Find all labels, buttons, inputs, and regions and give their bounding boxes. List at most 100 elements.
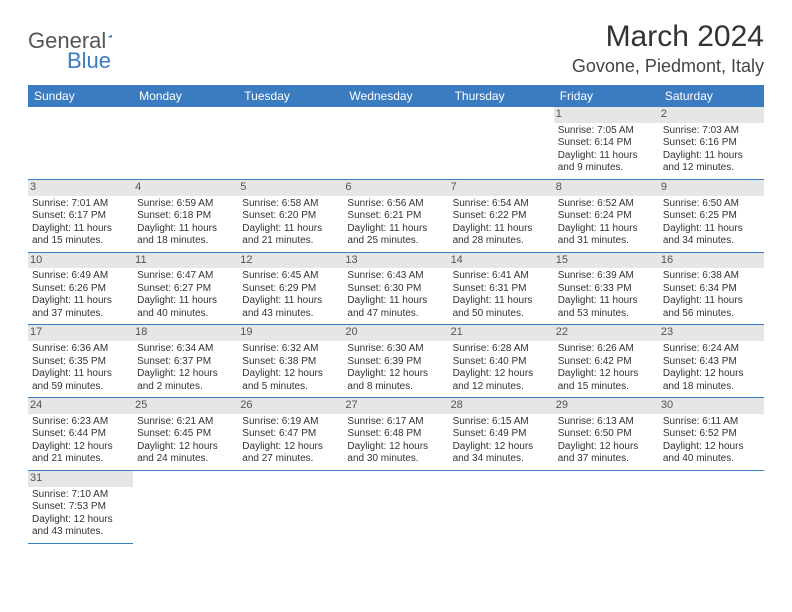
calendar-day-cell: 25 Sunrise: 6:21 AMSunset: 6:45 PMDayligh…: [133, 398, 238, 471]
calendar-week-row: 3 Sunrise: 7:01 AMSunset: 6:17 PMDaylight…: [28, 179, 764, 252]
calendar-day-cell: [449, 470, 554, 543]
day-number: 28: [449, 398, 554, 414]
weekday-header: Tuesday: [238, 85, 343, 107]
day-number: 23: [659, 325, 764, 341]
day-number: 10: [28, 253, 133, 269]
logo-word2: Blue: [67, 48, 111, 73]
day-number: 25: [133, 398, 238, 414]
calendar-day-cell: 31 Sunrise: 7:10 AMSunset: 7:53 PMDayligh…: [28, 470, 133, 543]
calendar-day-cell: 7 Sunrise: 6:54 AMSunset: 6:22 PMDaylight…: [449, 179, 554, 252]
day-number: 29: [554, 398, 659, 414]
calendar-day-cell: 8 Sunrise: 6:52 AMSunset: 6:24 PMDaylight…: [554, 179, 659, 252]
calendar-day-cell: [133, 470, 238, 543]
day-details: Sunrise: 6:45 AMSunset: 6:29 PMDaylight:…: [242, 270, 339, 320]
calendar-day-cell: [133, 107, 238, 179]
day-number: 14: [449, 253, 554, 269]
calendar-day-cell: 1Sunrise: 7:05 AMSunset: 6:14 PMDaylight…: [554, 107, 659, 179]
day-number: 17: [28, 325, 133, 341]
day-details: Sunrise: 7:05 AMSunset: 6:14 PMDaylight:…: [558, 125, 655, 175]
day-number: 18: [133, 325, 238, 341]
day-details: Sunrise: 7:01 AMSunset: 6:17 PMDaylight:…: [32, 198, 129, 248]
day-details: Sunrise: 6:28 AMSunset: 6:40 PMDaylight:…: [453, 343, 550, 393]
calendar-day-cell: 5 Sunrise: 6:58 AMSunset: 6:20 PMDaylight…: [238, 179, 343, 252]
day-number: 8: [554, 180, 659, 196]
calendar-day-cell: [343, 107, 448, 179]
calendar-day-cell: [238, 470, 343, 543]
calendar-day-cell: [343, 470, 448, 543]
day-number: 19: [238, 325, 343, 341]
calendar-week-row: 10Sunrise: 6:49 AMSunset: 6:26 PMDayligh…: [28, 252, 764, 325]
day-number: 3: [28, 180, 133, 196]
day-details: Sunrise: 6:41 AMSunset: 6:31 PMDaylight:…: [453, 270, 550, 320]
calendar-day-cell: 19Sunrise: 6:32 AMSunset: 6:38 PMDayligh…: [238, 325, 343, 398]
day-number: 2: [659, 107, 764, 123]
calendar-day-cell: [28, 107, 133, 179]
day-number: 15: [554, 253, 659, 269]
calendar-day-cell: 22 Sunrise: 6:26 AMSunset: 6:42 PMDayligh…: [554, 325, 659, 398]
day-number: 12: [238, 253, 343, 269]
day-number: 21: [449, 325, 554, 341]
calendar-week-row: 1Sunrise: 7:05 AMSunset: 6:14 PMDaylight…: [28, 107, 764, 179]
calendar-day-cell: 29 Sunrise: 6:13 AMSunset: 6:50 PMDayligh…: [554, 398, 659, 471]
weekday-header: Sunday: [28, 85, 133, 107]
calendar-day-cell: 12Sunrise: 6:45 AMSunset: 6:29 PMDayligh…: [238, 252, 343, 325]
day-details: Sunrise: 6:43 AMSunset: 6:30 PMDaylight:…: [347, 270, 444, 320]
calendar-day-cell: [659, 470, 764, 543]
calendar-day-cell: [554, 470, 659, 543]
day-details: Sunrise: 6:59 AMSunset: 6:18 PMDaylight:…: [137, 198, 234, 248]
day-details: Sunrise: 6:30 AMSunset: 6:39 PMDaylight:…: [347, 343, 444, 393]
day-number: 30: [659, 398, 764, 414]
title-block: March 2024 Govone, Piedmont, Italy: [572, 20, 764, 77]
day-number: 6: [343, 180, 448, 196]
calendar-day-cell: 15Sunrise: 6:39 AMSunset: 6:33 PMDayligh…: [554, 252, 659, 325]
weekday-header: Friday: [554, 85, 659, 107]
day-details: Sunrise: 6:38 AMSunset: 6:34 PMDaylight:…: [663, 270, 760, 320]
calendar-day-cell: 28Sunrise: 6:15 AMSunset: 6:49 PMDayligh…: [449, 398, 554, 471]
day-number: 20: [343, 325, 448, 341]
day-details: Sunrise: 6:24 AMSunset: 6:43 PMDaylight:…: [663, 343, 760, 393]
day-details: Sunrise: 6:47 AMSunset: 6:27 PMDaylight:…: [137, 270, 234, 320]
calendar-day-cell: 24 Sunrise: 6:23 AMSunset: 6:44 PMDayligh…: [28, 398, 133, 471]
day-details: Sunrise: 6:39 AMSunset: 6:33 PMDaylight:…: [558, 270, 655, 320]
calendar-day-cell: 9Sunrise: 6:50 AMSunset: 6:25 PMDaylight…: [659, 179, 764, 252]
day-number: 9: [659, 180, 764, 196]
day-details: Sunrise: 6:52 AMSunset: 6:24 PMDaylight:…: [558, 198, 655, 248]
calendar-body: 1Sunrise: 7:05 AMSunset: 6:14 PMDaylight…: [28, 107, 764, 543]
day-number: 31: [28, 471, 133, 487]
day-details: Sunrise: 6:23 AMSunset: 6:44 PMDaylight:…: [32, 416, 129, 466]
day-details: Sunrise: 6:54 AMSunset: 6:22 PMDaylight:…: [453, 198, 550, 248]
day-number: 4: [133, 180, 238, 196]
day-details: Sunrise: 6:58 AMSunset: 6:20 PMDaylight:…: [242, 198, 339, 248]
day-details: Sunrise: 6:26 AMSunset: 6:42 PMDaylight:…: [558, 343, 655, 393]
header: General March 2024 Govone, Piedmont, Ita…: [28, 20, 764, 77]
calendar-week-row: 31 Sunrise: 7:10 AMSunset: 7:53 PMDayligh…: [28, 470, 764, 543]
day-details: Sunrise: 6:21 AMSunset: 6:45 PMDaylight:…: [137, 416, 234, 466]
day-number: 13: [343, 253, 448, 269]
day-details: Sunrise: 6:11 AMSunset: 6:52 PMDaylight:…: [663, 416, 760, 466]
calendar-day-cell: [238, 107, 343, 179]
calendar-day-cell: 13Sunrise: 6:43 AMSunset: 6:30 PMDayligh…: [343, 252, 448, 325]
calendar-day-cell: 21 Sunrise: 6:28 AMSunset: 6:40 PMDayligh…: [449, 325, 554, 398]
day-number: 11: [133, 253, 238, 269]
location: Govone, Piedmont, Italy: [572, 56, 764, 77]
calendar-week-row: 17Sunrise: 6:36 AMSunset: 6:35 PMDayligh…: [28, 325, 764, 398]
calendar-week-row: 24 Sunrise: 6:23 AMSunset: 6:44 PMDayligh…: [28, 398, 764, 471]
day-number: 7: [449, 180, 554, 196]
day-number: 22: [554, 325, 659, 341]
calendar-day-cell: [449, 107, 554, 179]
calendar-day-cell: 26Sunrise: 6:19 AMSunset: 6:47 PMDayligh…: [238, 398, 343, 471]
day-number: 26: [238, 398, 343, 414]
flag-icon: [108, 29, 112, 43]
calendar-day-cell: 4 Sunrise: 6:59 AMSunset: 6:18 PMDaylight…: [133, 179, 238, 252]
calendar-day-cell: 6Sunrise: 6:56 AMSunset: 6:21 PMDaylight…: [343, 179, 448, 252]
day-details: Sunrise: 6:13 AMSunset: 6:50 PMDaylight:…: [558, 416, 655, 466]
calendar-day-cell: 17Sunrise: 6:36 AMSunset: 6:35 PMDayligh…: [28, 325, 133, 398]
day-details: Sunrise: 6:17 AMSunset: 6:48 PMDaylight:…: [347, 416, 444, 466]
day-number: 5: [238, 180, 343, 196]
calendar-day-cell: 27Sunrise: 6:17 AMSunset: 6:48 PMDayligh…: [343, 398, 448, 471]
day-details: Sunrise: 6:49 AMSunset: 6:26 PMDaylight:…: [32, 270, 129, 320]
calendar-day-cell: 2Sunrise: 7:03 AMSunset: 6:16 PMDaylight…: [659, 107, 764, 179]
day-number: 24: [28, 398, 133, 414]
day-details: Sunrise: 7:10 AMSunset: 7:53 PMDaylight:…: [32, 489, 129, 539]
day-number: 16: [659, 253, 764, 269]
